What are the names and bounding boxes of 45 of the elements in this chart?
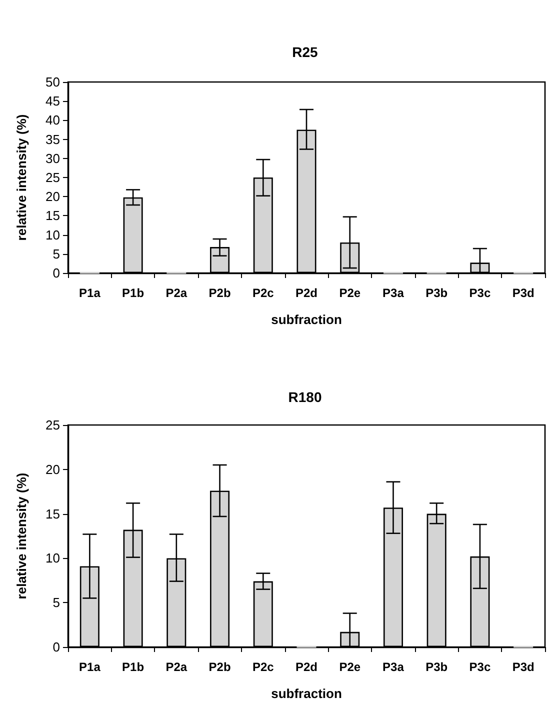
chart-title: R25 <box>292 44 318 60</box>
x-tick-label: P3d <box>512 660 534 674</box>
y-tick-label: 30 <box>46 150 60 166</box>
y-tick-label: 50 <box>46 74 60 90</box>
y-tick-label: 20 <box>46 189 60 204</box>
x-tick-label: P2d <box>295 660 318 674</box>
y-tick-label: 25 <box>46 170 60 185</box>
x-tick-label: P3c <box>469 660 491 674</box>
x-tick-label: P2d <box>295 286 318 300</box>
y-tick-label: 35 <box>46 132 60 147</box>
x-tick-label: P2a <box>166 660 188 674</box>
chart-title: R180 <box>288 389 322 405</box>
y-tick-label: 5 <box>52 246 60 262</box>
y-tick-label: 0 <box>52 266 60 280</box>
x-axis-title: subfraction <box>271 686 342 701</box>
y-tick-label: 20 <box>46 462 60 477</box>
y-tick-label: 25 <box>46 418 60 432</box>
x-tick-label: P2c <box>252 660 274 674</box>
x-axis-title: subfraction <box>271 312 342 327</box>
x-tick-label: P2c <box>252 286 274 300</box>
y-tick-label: 15 <box>46 208 60 224</box>
y-axis-title: relative intensity (%) <box>14 114 29 241</box>
x-tick-label: P3b <box>426 286 448 300</box>
y-tick-label: 10 <box>46 550 60 566</box>
y-axis-title: relative intensity (%) <box>14 472 29 600</box>
x-tick-label: P2e <box>339 286 361 300</box>
x-tick-label: P3a <box>382 286 404 300</box>
x-tick-label: P1a <box>79 660 101 674</box>
x-tick-label: P2e <box>339 660 361 674</box>
x-tick-label: P3b <box>426 660 448 674</box>
x-tick-label: P3c <box>469 286 491 300</box>
y-tick-label: 15 <box>46 506 60 522</box>
y-tick-label: 40 <box>46 112 60 128</box>
y-tick-label: 45 <box>46 94 60 109</box>
x-tick-label: P1b <box>122 660 144 674</box>
x-tick-label: P3a <box>382 660 404 674</box>
y-tick-label: 10 <box>46 227 60 242</box>
y-tick-label: 5 <box>52 595 60 610</box>
y-tick-label: 0 <box>52 640 60 654</box>
x-tick-label: P2a <box>166 286 188 300</box>
x-tick-label: P1b <box>122 286 144 300</box>
x-tick-label: P3d <box>512 286 534 300</box>
x-tick-label: P2b <box>208 286 231 300</box>
x-tick-label: P1a <box>79 286 101 300</box>
x-tick-label: P2b <box>208 660 231 674</box>
